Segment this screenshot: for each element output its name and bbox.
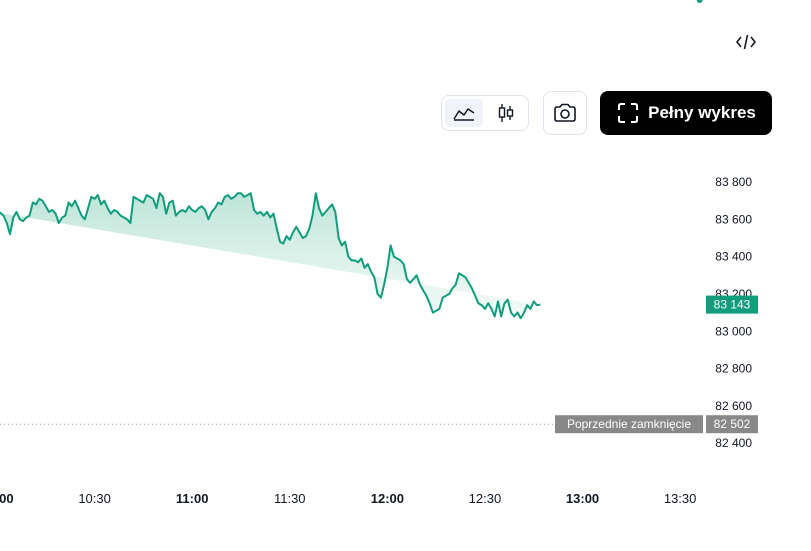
previous-close-label-bg	[555, 415, 703, 434]
price-area-fill	[0, 193, 541, 319]
x-tick-label: 12:30	[469, 491, 502, 506]
x-tick-label: 10:30	[78, 491, 111, 506]
y-tick-label: 83 400	[715, 250, 752, 264]
x-tick-label: 13:00	[566, 491, 599, 506]
x-tick-label: 11:00	[176, 491, 209, 506]
y-tick-label: 82 400	[715, 436, 752, 450]
area-chart-button[interactable]	[445, 99, 483, 127]
previous-close-value-bg	[706, 415, 758, 434]
x-tick-label: 12:00	[371, 491, 404, 506]
camera-icon	[554, 103, 576, 122]
current-price-tag: 83 143	[714, 298, 751, 312]
y-tick-label: 83 000	[715, 324, 752, 338]
area-chart-icon	[453, 108, 475, 121]
last-price-dot	[696, 0, 703, 3]
x-tick-label: 10:00	[0, 491, 14, 506]
current-price-tag-bg	[706, 295, 758, 314]
y-tick-label: 83 800	[715, 175, 752, 189]
x-tick-label: 13:30	[664, 491, 697, 506]
embed-code-button[interactable]	[731, 30, 761, 54]
screenshot-button[interactable]	[543, 91, 587, 135]
price-line	[0, 192, 541, 320]
chart-toolbar: Pełny wykres	[441, 91, 772, 135]
y-tick-label: 82 600	[715, 399, 752, 413]
x-tick-label: 11:30	[274, 491, 306, 506]
full-chart-button[interactable]: Pełny wykres	[600, 91, 772, 135]
fullscreen-icon	[618, 103, 639, 123]
chart-type-switch	[441, 95, 529, 131]
y-tick-label: 82 800	[715, 362, 752, 376]
previous-close-label: Poprzednie zamknięcie	[567, 417, 691, 431]
candlestick-icon	[498, 104, 514, 122]
candlestick-button[interactable]	[487, 99, 525, 127]
embed-code-icon	[735, 34, 757, 50]
previous-close-value: 82 502	[714, 417, 751, 431]
full-chart-label: Pełny wykres	[648, 103, 756, 122]
y-tick-label: 83 600	[715, 212, 752, 226]
